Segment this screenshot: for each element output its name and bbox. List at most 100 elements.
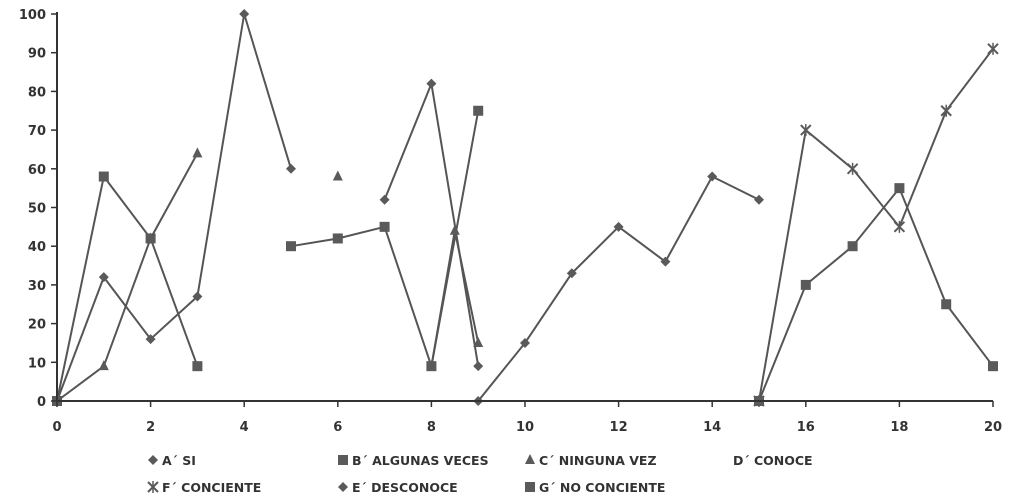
data-point	[846, 162, 859, 175]
data-point	[332, 170, 343, 181]
legend-item: G´ NO CONCIENTE	[525, 480, 665, 495]
data-point	[379, 221, 390, 232]
data-point	[98, 171, 109, 182]
x-tick-label: 18	[890, 420, 908, 435]
series-2	[52, 147, 203, 405]
legend: A´ SI B´ ALGUNAS VECES C´ NINGUNA VEZ D´ CO…	[147, 453, 813, 495]
data-point	[473, 336, 484, 347]
x-tick-label: 8	[427, 420, 436, 435]
legend-marker	[525, 454, 535, 464]
data-point	[98, 272, 109, 283]
series-line	[430, 230, 480, 367]
data-point	[145, 334, 156, 345]
data-point	[192, 361, 203, 372]
legend-label: C´ NINGUNA VEZ	[539, 453, 657, 468]
series-line	[758, 48, 994, 402]
legend-label: A´ SI	[162, 453, 196, 468]
data-point	[239, 9, 250, 19]
data-point	[332, 233, 343, 244]
y-tick-label: 60	[28, 163, 46, 178]
legend-marker	[338, 455, 348, 465]
legend-item: E´ DESCONOCE	[338, 480, 458, 495]
data-point	[613, 221, 624, 232]
legend-label: G´ NO CONCIENTE	[539, 480, 665, 495]
legend-marker	[148, 455, 158, 465]
data-point	[988, 361, 998, 372]
legend-label: F´ CONCIENTE	[162, 480, 261, 495]
y-tick-label: 30	[28, 279, 46, 294]
data-point	[894, 183, 905, 194]
legend-marker	[338, 482, 348, 492]
y-tick-label: 80	[28, 85, 46, 100]
data-point	[192, 147, 203, 158]
series-4	[379, 78, 484, 372]
x-tick-label: 2	[146, 420, 155, 435]
series-line	[56, 152, 199, 402]
series-line	[383, 79, 480, 367]
x-tick-label: 6	[333, 420, 342, 435]
legend-item: F´ CONCIENTE	[147, 480, 261, 495]
legend-item: D´ CONOCE	[733, 453, 813, 468]
y-tick-label: 90	[28, 47, 46, 62]
series-line	[758, 186, 994, 402]
data-point	[192, 291, 203, 302]
data-point	[847, 241, 858, 252]
x-tick-label: 12	[610, 420, 628, 435]
data-point	[426, 78, 437, 89]
legend-label: B´ ALGUNAS VECES	[352, 453, 489, 468]
legend-label: E´ DESCONOCE	[352, 480, 458, 495]
y-tick-label: 50	[28, 202, 46, 217]
data-point	[941, 299, 952, 310]
series-layer	[52, 9, 999, 407]
y-tick-label: 100	[19, 8, 46, 23]
data-point	[286, 241, 296, 252]
series-8	[753, 42, 999, 407]
x-tick-label: 16	[797, 420, 815, 435]
series-6	[426, 224, 484, 371]
data-point	[660, 256, 671, 267]
legend-item: A´ SI	[148, 453, 196, 468]
x-tick-label: 0	[52, 420, 61, 435]
y-tick-label: 0	[37, 395, 46, 410]
x-tick-label: 4	[240, 420, 249, 435]
data-point	[707, 171, 718, 182]
x-tick-label: 10	[516, 420, 534, 435]
legend-item: B´ ALGUNAS VECES	[338, 453, 489, 468]
series-line	[56, 13, 292, 402]
data-point	[800, 124, 812, 137]
series-line	[290, 110, 480, 367]
series-7	[473, 171, 764, 406]
y-tick-label: 20	[28, 318, 46, 333]
data-point	[426, 360, 437, 371]
y-tick-label: 40	[28, 240, 46, 255]
data-point	[940, 104, 952, 117]
data-point	[520, 337, 530, 348]
data-point	[473, 105, 484, 116]
legend-marker	[525, 482, 535, 492]
series-line	[477, 175, 760, 402]
data-point	[145, 232, 156, 243]
data-point	[754, 194, 764, 205]
data-point	[286, 163, 296, 174]
y-tick-label: 10	[28, 356, 46, 371]
data-point	[98, 360, 109, 371]
series-line	[56, 174, 199, 402]
data-point	[800, 279, 811, 290]
series-0	[52, 9, 296, 406]
x-tick-label: 20	[984, 420, 1002, 435]
data-point	[473, 361, 484, 372]
legend-label: D´ CONOCE	[733, 453, 813, 468]
y-tick-label: 70	[28, 124, 46, 139]
axes-layer: 0 10 20 30 40 50 60 70 80 90 100 0 2 4 6 8 10 12 14 16 18 20	[19, 8, 1002, 435]
data-point	[566, 268, 577, 279]
x-tick-label: 14	[703, 420, 721, 435]
series-1	[52, 171, 203, 406]
series-3	[332, 170, 343, 181]
data-point	[449, 224, 460, 235]
legend-marker	[147, 481, 159, 493]
data-point	[893, 220, 906, 233]
data-point	[379, 194, 390, 205]
legend-item: C´ NINGUNA VEZ	[525, 453, 657, 468]
data-point	[987, 42, 999, 55]
